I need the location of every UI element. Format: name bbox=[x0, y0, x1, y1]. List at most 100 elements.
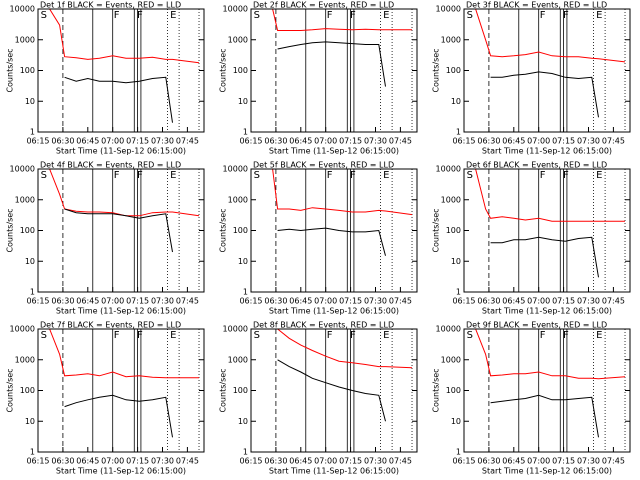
y-tick-label: 1 bbox=[243, 128, 248, 137]
y-tick-label: 1000 bbox=[15, 195, 35, 204]
y-tick-label: 10 bbox=[25, 417, 35, 426]
x-tick-label: 07:45 bbox=[602, 297, 625, 306]
event-label: S bbox=[41, 170, 47, 181]
y-tick-label: 10 bbox=[451, 97, 461, 106]
plot-frame bbox=[463, 328, 631, 453]
panel-title: Det 4f BLACK = Events, RED = LLD bbox=[40, 161, 181, 170]
y-tick-label: 100 bbox=[233, 66, 248, 75]
event-label: S bbox=[41, 10, 47, 21]
x-tick-label: 07:30 bbox=[577, 297, 600, 306]
y-tick-label: 10000 bbox=[10, 5, 35, 14]
panel: Det 6f BLACK = Events, RED = LLD Start Ti… bbox=[432, 161, 631, 316]
series-line bbox=[277, 41, 386, 87]
y-tick-label: 1000 bbox=[15, 35, 35, 44]
event-label: F bbox=[114, 170, 120, 181]
panel-title: Det 9f BLACK = Events, RED = LLD bbox=[466, 321, 607, 330]
x-tick-label: 06:30 bbox=[477, 457, 500, 466]
event-label: F bbox=[540, 330, 546, 341]
panel-title: Det 1f BLACK = Events, RED = LLD bbox=[40, 1, 181, 10]
y-tick-label: 1 bbox=[456, 128, 461, 137]
x-tick-label: 06:30 bbox=[51, 137, 74, 146]
event-label: E bbox=[596, 170, 602, 181]
x-tick-label: 07:15 bbox=[339, 297, 362, 306]
x-tick-label: 06:15 bbox=[239, 297, 262, 306]
y-tick-label: 10000 bbox=[10, 325, 35, 334]
plot-frame bbox=[37, 8, 205, 133]
x-tick-label: 07:15 bbox=[339, 457, 362, 466]
event-label: F bbox=[137, 330, 143, 341]
event-label: F bbox=[350, 170, 356, 181]
x-tick-label: 07:30 bbox=[364, 297, 387, 306]
series-line bbox=[465, 9, 626, 63]
series-line bbox=[64, 76, 173, 123]
event-label: S bbox=[41, 330, 47, 341]
x-tick-label: 07:15 bbox=[126, 297, 149, 306]
y-tick-label: 10000 bbox=[436, 165, 461, 174]
x-tick-label: 07:00 bbox=[527, 137, 550, 146]
event-label: S bbox=[467, 10, 473, 21]
x-tick-label: 07:30 bbox=[151, 297, 174, 306]
x-tick-label: 07:15 bbox=[126, 457, 149, 466]
x-tick-label: 06:45 bbox=[76, 457, 99, 466]
x-tick-label: 07:30 bbox=[151, 457, 174, 466]
x-tick-label: 06:45 bbox=[502, 297, 525, 306]
x-tick-label: 07:15 bbox=[552, 297, 575, 306]
x-tick-label: 07:30 bbox=[364, 137, 387, 146]
y-axis-label: Counts/sec bbox=[219, 368, 228, 412]
event-label: F bbox=[137, 10, 143, 21]
x-tick-label: 06:30 bbox=[264, 137, 287, 146]
x-tick-label: 06:15 bbox=[26, 457, 49, 466]
y-tick-label: 1000 bbox=[228, 355, 248, 364]
x-tick-label: 07:45 bbox=[176, 137, 199, 146]
y-tick-label: 100 bbox=[20, 386, 35, 395]
y-tick-label: 1 bbox=[243, 448, 248, 457]
panel: Det 4f BLACK = Events, RED = LLD Start Ti… bbox=[6, 161, 205, 316]
event-label: F bbox=[540, 170, 546, 181]
y-tick-label: 100 bbox=[20, 66, 35, 75]
y-axis-label: Counts/sec bbox=[219, 208, 228, 252]
y-tick-label: 10000 bbox=[10, 165, 35, 174]
x-tick-label: 07:30 bbox=[577, 137, 600, 146]
y-tick-label: 10 bbox=[451, 417, 461, 426]
panel: Det 9f BLACK = Events, RED = LLD Start Ti… bbox=[432, 321, 631, 476]
series-line bbox=[39, 169, 200, 217]
x-tick-label: 06:45 bbox=[502, 457, 525, 466]
x-tick-label: 07:45 bbox=[389, 297, 412, 306]
y-tick-label: 10 bbox=[238, 97, 248, 106]
x-tick-label: 06:45 bbox=[76, 137, 99, 146]
y-tick-label: 1000 bbox=[228, 195, 248, 204]
y-tick-label: 10 bbox=[25, 257, 35, 266]
panel-title: Det 2f BLACK = Events, RED = LLD bbox=[253, 1, 394, 10]
series-line bbox=[490, 71, 599, 118]
y-tick-label: 100 bbox=[233, 386, 248, 395]
plot-frame bbox=[37, 168, 205, 293]
plot-frame bbox=[463, 8, 631, 133]
y-tick-label: 10 bbox=[238, 417, 248, 426]
y-tick-label: 1 bbox=[30, 448, 35, 457]
event-label: F bbox=[114, 330, 120, 341]
event-label: F bbox=[540, 10, 546, 21]
y-tick-label: 100 bbox=[446, 386, 461, 395]
event-label: S bbox=[254, 170, 260, 181]
y-tick-label: 1000 bbox=[441, 195, 461, 204]
series-line bbox=[39, 9, 200, 64]
plot-frame bbox=[250, 328, 418, 453]
x-tick-label: 07:30 bbox=[151, 137, 174, 146]
x-tick-label: 07:45 bbox=[602, 137, 625, 146]
x-axis-label: Start Time (11-Sep-12 06:15:00) bbox=[269, 467, 399, 476]
x-tick-label: 07:45 bbox=[602, 457, 625, 466]
x-tick-label: 07:30 bbox=[577, 457, 600, 466]
panel: Det 8f BLACK = Events, RED = LLD Start Ti… bbox=[219, 321, 418, 476]
series-line bbox=[277, 227, 386, 256]
panel-title: Det 3f BLACK = Events, RED = LLD bbox=[466, 1, 607, 10]
plot-frame bbox=[250, 168, 418, 293]
x-tick-label: 06:45 bbox=[502, 137, 525, 146]
series-line bbox=[465, 169, 625, 222]
panel-title: Det 6f BLACK = Events, RED = LLD bbox=[466, 161, 607, 170]
event-label: E bbox=[383, 10, 389, 21]
x-tick-label: 07:00 bbox=[101, 297, 124, 306]
y-axis-label: Counts/sec bbox=[432, 48, 441, 92]
event-label: F bbox=[350, 330, 356, 341]
event-label: F bbox=[563, 10, 569, 21]
y-tick-label: 10 bbox=[451, 257, 461, 266]
